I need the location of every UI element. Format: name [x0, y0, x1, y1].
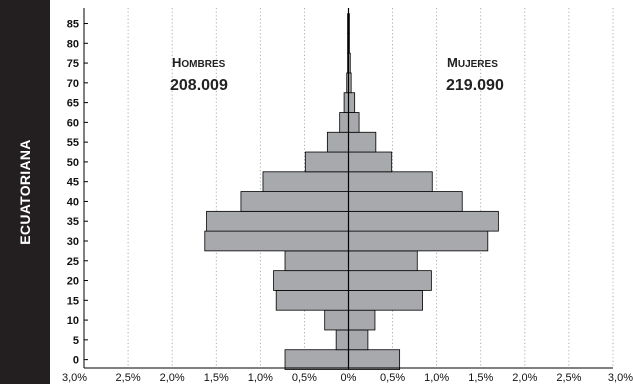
bar-mujeres-10: [348, 309, 376, 331]
annotations: HOMBRES 208.009 MUJERES 219.090: [170, 55, 504, 94]
y-tick-label: 5: [73, 335, 79, 347]
bar-mujeres-40: [348, 191, 463, 212]
y-tick-label: 35: [67, 216, 79, 228]
y-tick-label: 80: [67, 38, 79, 50]
annotation-hombres-value: 208.009: [170, 77, 228, 94]
x-tick-label: 2,5%: [116, 372, 141, 384]
annotation-mujeres-value: 219.090: [446, 77, 504, 94]
bar-mujeres-60: [348, 112, 360, 133]
x-tick-label: 0,5%: [380, 372, 405, 384]
bar-hombres-0: [284, 349, 349, 370]
x-tick-label: 1,5%: [468, 372, 493, 384]
bars: [204, 13, 499, 370]
bar-mujeres-30: [348, 230, 489, 252]
bar-hombres-60: [339, 112, 349, 133]
bar-mujeres-25: [348, 250, 418, 272]
x-tick-label: 0,5%: [292, 372, 317, 384]
x-tick-label: 1,5%: [204, 372, 229, 384]
y-tick-label: 75: [67, 58, 79, 70]
x-tick-label: 0%: [341, 372, 357, 384]
axes: [83, 8, 613, 369]
bar-mujeres-15: [348, 290, 423, 311]
bar-hombres-20: [273, 270, 349, 291]
bar-hombres-5: [335, 329, 349, 351]
y-tick-label: 50: [67, 157, 79, 169]
bar-mujeres-55: [348, 131, 377, 153]
bar-mujeres-45: [348, 171, 433, 192]
x-tick-label: 2,5%: [556, 372, 581, 384]
y-tick-label: 60: [67, 117, 79, 129]
annotation-mujeres-label: MUJERES: [447, 55, 498, 70]
bar-hombres-25: [284, 250, 349, 272]
bar-mujeres-20: [348, 270, 432, 291]
side-band: ECUATORIANA: [0, 0, 50, 384]
y-tick-labels: 0 5 10 15 20 25 30 35 40 45 50 55 60 65 70 75 80 85: [67, 19, 79, 367]
bar-mujeres-65: [348, 92, 356, 113]
bar-mujeres-5: [348, 329, 369, 351]
bar-hombres-45: [262, 171, 349, 192]
x-tick-label: 1,0%: [248, 372, 273, 384]
y-tick-label: 20: [67, 276, 79, 288]
y-tick-label: 30: [67, 236, 79, 248]
x-tick-label: 1,0%: [424, 372, 449, 384]
bar-mujeres-50: [348, 151, 393, 173]
x-tick-label: 3,0%: [62, 372, 87, 384]
bar-mujeres-35: [348, 210, 499, 232]
bar-hombres-50: [304, 151, 349, 173]
x-tick-label: 3,0%: [608, 372, 633, 384]
y-tick-label: 15: [67, 295, 79, 307]
y-tick-label: 85: [67, 19, 79, 31]
y-tick-label: 40: [67, 196, 79, 208]
bar-hombres-65: [343, 92, 349, 113]
x-tick-label: 2,0%: [160, 372, 185, 384]
bar-hombres-40: [240, 191, 349, 212]
x-tick-label: 2,0%: [512, 372, 537, 384]
bar-mujeres-0: [348, 349, 401, 370]
x-tick-labels: 3,0% 2,5% 2,0% 1,5% 1,0% 0,5% 0% 0,5% 1,0% 1,5% 2,…: [62, 372, 633, 384]
y-tick-label: 55: [67, 137, 79, 149]
y-tick-label: 10: [67, 315, 79, 327]
bar-hombres-55: [326, 131, 349, 153]
bar-hombres-15: [275, 290, 349, 311]
y-tick-label: 25: [67, 256, 79, 268]
bar-hombres-35: [206, 210, 349, 232]
y-tick-label: 70: [67, 78, 79, 90]
bar-hombres-30: [204, 230, 349, 252]
y-tick-label: 45: [67, 177, 79, 189]
y-tick-label: 65: [67, 98, 79, 110]
bar-hombres-10: [324, 309, 349, 331]
y-tick-label: 0: [73, 355, 79, 367]
annotation-hombres-label: HOMBRES: [172, 55, 226, 70]
